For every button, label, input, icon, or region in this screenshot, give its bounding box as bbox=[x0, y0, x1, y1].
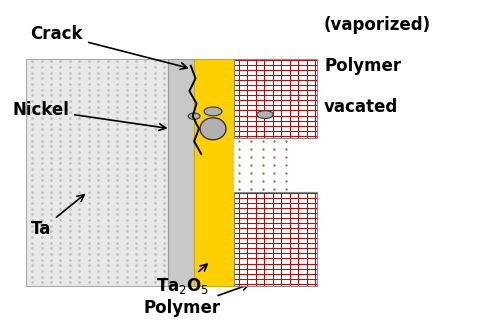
Text: vacated: vacated bbox=[239, 98, 398, 119]
Text: Nickel: Nickel bbox=[12, 101, 166, 130]
Text: Ta: Ta bbox=[31, 194, 84, 239]
Bar bbox=[194, 60, 234, 286]
Text: Ta$_2$O$_5$: Ta$_2$O$_5$ bbox=[156, 264, 209, 296]
Bar bbox=[234, 60, 317, 138]
Bar bbox=[234, 138, 291, 192]
Bar bbox=[234, 192, 317, 286]
Text: Polymer: Polymer bbox=[144, 284, 249, 317]
Ellipse shape bbox=[204, 107, 222, 116]
Bar bbox=[26, 60, 168, 286]
Text: (vaporized): (vaporized) bbox=[324, 16, 431, 34]
Text: Crack: Crack bbox=[31, 25, 187, 69]
Ellipse shape bbox=[200, 118, 226, 140]
Text: Polymer: Polymer bbox=[239, 57, 401, 78]
Bar bbox=[234, 60, 317, 138]
Bar bbox=[234, 192, 317, 286]
Ellipse shape bbox=[257, 111, 273, 118]
Ellipse shape bbox=[188, 113, 200, 119]
Bar bbox=[168, 60, 194, 286]
